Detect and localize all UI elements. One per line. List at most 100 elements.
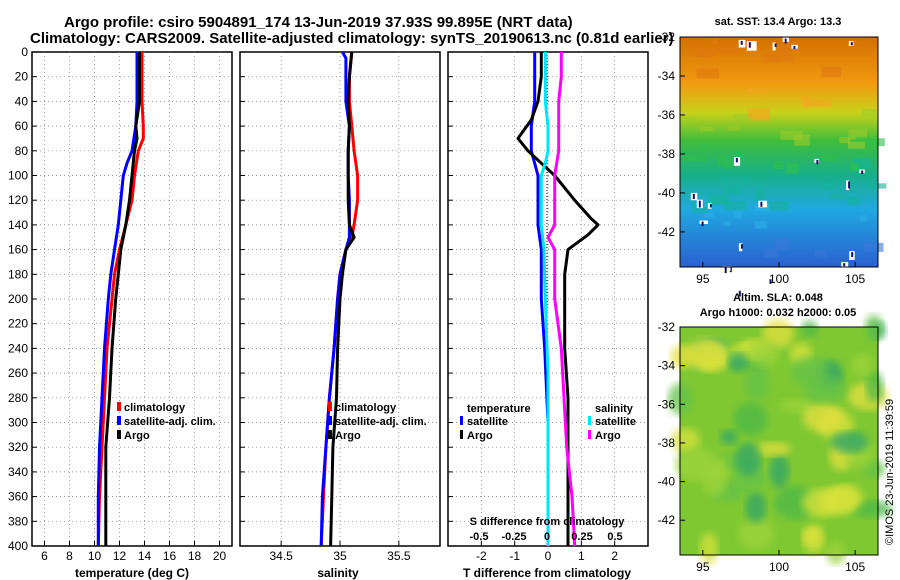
- legend-s-argo: Argo: [595, 430, 621, 442]
- temperature-lines: [96, 52, 145, 547]
- x-tick-label: 8: [66, 549, 73, 563]
- y-tick-label: 360: [8, 490, 28, 504]
- lon-tick-label: 105: [845, 272, 865, 286]
- sst-patch: [868, 138, 885, 147]
- x-tick-label: 34.5: [269, 549, 293, 563]
- y-tick-label: 380: [8, 514, 28, 528]
- legend-s-satellite: satellite: [595, 416, 636, 428]
- lat-tick-label: -38: [658, 436, 676, 450]
- s-difference-label: S difference from climatology: [470, 516, 626, 528]
- sla-patch: [745, 491, 767, 523]
- sst-patch: [703, 213, 715, 218]
- legend-t-argo: Argo: [467, 430, 493, 442]
- sla-patch: [675, 447, 716, 482]
- difference-panel: -2 -1 0 1 2 S difference from climatology -0…: [447, 51, 649, 580]
- sla-patch: [671, 427, 700, 453]
- sst-patch: [776, 54, 793, 62]
- legend-salinity-title: salinity: [595, 403, 634, 415]
- sla-map-title-1: Altim. SLA: 0.048: [733, 292, 823, 304]
- sla-map: Altim. SLA: 0.048 Argo h1000: 0.032 h200…: [658, 292, 893, 574]
- y-tick-label: 340: [8, 465, 28, 479]
- x-tick-label: 6: [41, 549, 48, 563]
- sla-patch: [769, 454, 790, 489]
- x-tick-label: 35.5: [387, 549, 411, 563]
- temperature-panel: 0 20 40 60 80 100 120 140 160 180 200 220 240 260 280 3…: [8, 45, 233, 580]
- y-tick-label: 320: [8, 440, 28, 454]
- y-tick-label: 200: [8, 292, 28, 306]
- legend-climatology: climatology: [335, 402, 397, 414]
- sst-cloud-edge: [709, 204, 712, 208]
- sst-patch: [746, 114, 770, 121]
- sst-cloud-gap: [846, 180, 850, 191]
- sla-patch: [738, 517, 775, 550]
- lon-tick-label: 105: [845, 560, 865, 574]
- temperature-legend: climatology satellite-adj. clim. Argo: [117, 402, 216, 442]
- lon-tick-label: 95: [696, 272, 710, 286]
- s-tick: -0.25: [501, 531, 526, 543]
- t-difference-tick-labels: -2 -1 0 1 2: [476, 549, 618, 563]
- s-tick: 0: [544, 531, 550, 543]
- sla-lon-tick-labels: 95 100 105: [696, 550, 865, 574]
- sst-cloud-edge: [740, 40, 743, 45]
- y-tick-label: 260: [8, 366, 28, 380]
- sst-patch: [754, 189, 766, 201]
- sst-patch: [830, 194, 847, 200]
- y-tick-label: 100: [8, 169, 28, 183]
- sst-cloud-edge: [701, 221, 704, 227]
- sst-cloud-gap: [772, 42, 776, 51]
- sla-patch: [692, 343, 732, 372]
- title-line-2: Climatology: CARS2009. Satellite-adjuste…: [30, 30, 674, 47]
- salinity-panel: 34.5 35 35.5 salinity climatology satellit…: [239, 51, 441, 580]
- sst-cloud-edge: [735, 158, 738, 163]
- lon-tick-label: 100: [769, 272, 789, 286]
- sla-patch: [866, 371, 884, 403]
- sst-patch: [713, 48, 737, 54]
- sst-patch: [847, 197, 861, 205]
- sst-patch: [733, 113, 753, 122]
- sst-patch: [861, 109, 877, 117]
- s-tick: 0.5: [607, 531, 622, 543]
- salinity-xlabel: salinity: [317, 566, 359, 580]
- sst-patch: [700, 143, 707, 154]
- x-tick-label: -2: [476, 549, 487, 563]
- sst-patch: [723, 176, 747, 184]
- legend-satellite: satellite-adj. clim.: [335, 416, 427, 428]
- sst-patch: [868, 183, 887, 189]
- credit-text: ©IMOS 23-Jun-2019 11:39:59: [884, 399, 896, 545]
- sst-patch: [774, 238, 790, 250]
- sst-cloud-edge: [793, 45, 796, 49]
- sst-patch: [814, 250, 827, 258]
- sst-patch: [864, 242, 884, 252]
- sst-patch: [695, 52, 708, 57]
- sla-patch: [780, 398, 814, 413]
- sst-patch: [696, 68, 720, 79]
- sst-patch: [755, 221, 768, 229]
- sst-patch: [718, 154, 725, 166]
- sst-map: sat. SST: 13.4 Argo: 13.3 -32 -34 -36 -38 -4…: [658, 16, 887, 297]
- y-tick-label: 0: [21, 45, 28, 59]
- sla-patch: [830, 431, 869, 454]
- sla-patch: [864, 314, 884, 342]
- y-tick-label: 60: [15, 119, 29, 133]
- x-tick-label: -1: [509, 549, 520, 563]
- x-tick-label: 14: [138, 549, 152, 563]
- sst-cloud-gap: [699, 220, 708, 224]
- series-line-s-argo: [546, 52, 577, 547]
- x-tick-label: 0: [545, 549, 552, 563]
- sst-patch: [711, 37, 719, 45]
- sst-cloud-edge: [729, 267, 732, 273]
- sla-patch: [850, 500, 893, 518]
- legend-swatch-argo: [328, 430, 332, 439]
- sst-lat-tick-labels: -32 -34 -36 -38 -40 -42: [658, 30, 685, 239]
- sst-patch: [848, 129, 867, 140]
- x-tick-label: 18: [188, 549, 202, 563]
- sst-map-title: sat. SST: 13.4 Argo: 13.3: [715, 16, 842, 28]
- sst-cloud-edge: [692, 193, 695, 199]
- sla-patch: [720, 429, 738, 445]
- lat-tick-label: -42: [658, 513, 676, 527]
- y-tick-label: 80: [15, 144, 29, 158]
- sst-patch: [777, 44, 787, 55]
- series-line-s-satellite: [539, 52, 550, 546]
- legend-satellite: satellite-adj. clim.: [124, 416, 216, 428]
